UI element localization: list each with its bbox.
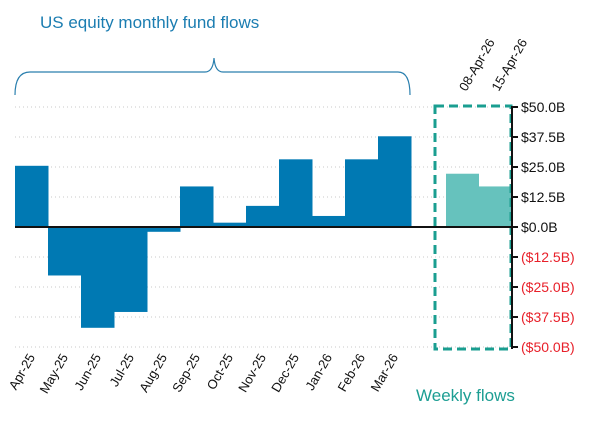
x-tick-label: Jun-25 [71,351,104,393]
bar-jun-25 [81,227,115,328]
bar-mar-26 [378,136,412,227]
x-tick-label: Aug-25 [136,351,170,395]
x-tick-label: Jan-26 [302,351,335,393]
bar-dec-25 [279,159,313,227]
bar-jan-26 [312,215,346,227]
weekly-flows-label: Weekly flows [416,386,515,405]
y-tick-label: $0.0B [521,219,558,235]
y-tick-label: $50.0B [521,99,565,115]
weekly-bar-08-apr-26 [446,173,479,227]
x-tick-label: Mar-26 [368,351,402,394]
bar-feb-26 [345,159,379,227]
y-tick-label: ($50.0B) [521,339,575,355]
x-tick-label: Nov-25 [235,351,269,395]
x-tick-label: Feb-26 [335,351,369,394]
bar-jul-25 [114,227,148,312]
bar-may-25 [48,227,82,276]
y-tick-label: ($12.5B) [521,249,575,265]
y-tick-label: ($25.0B) [521,279,575,295]
y-tick-label: $12.5B [521,189,565,205]
bar-aug-25 [147,227,181,232]
bar-apr-25 [15,165,49,227]
monthly-brace [14,57,411,96]
x-tick-label: Sep-25 [169,351,203,395]
y-tick-label: $25.0B [521,159,565,175]
bar-sep-25 [180,186,214,227]
x-tick-label: Jul-25 [106,351,137,389]
x-tick-label: May-25 [36,351,71,396]
weekly-bar-15-apr-26 [478,186,512,227]
chart-title: US equity monthly fund flows [40,13,259,32]
y-tick-label: ($37.5B) [521,309,575,325]
x-tick-label: Apr-25 [6,351,39,392]
x-tick-label: Oct-25 [204,351,236,392]
bar-oct-25 [213,222,247,227]
y-tick-label: $37.5B [521,129,565,145]
x-tick-label: Dec-25 [268,351,302,395]
bar-nov-25 [246,205,280,227]
